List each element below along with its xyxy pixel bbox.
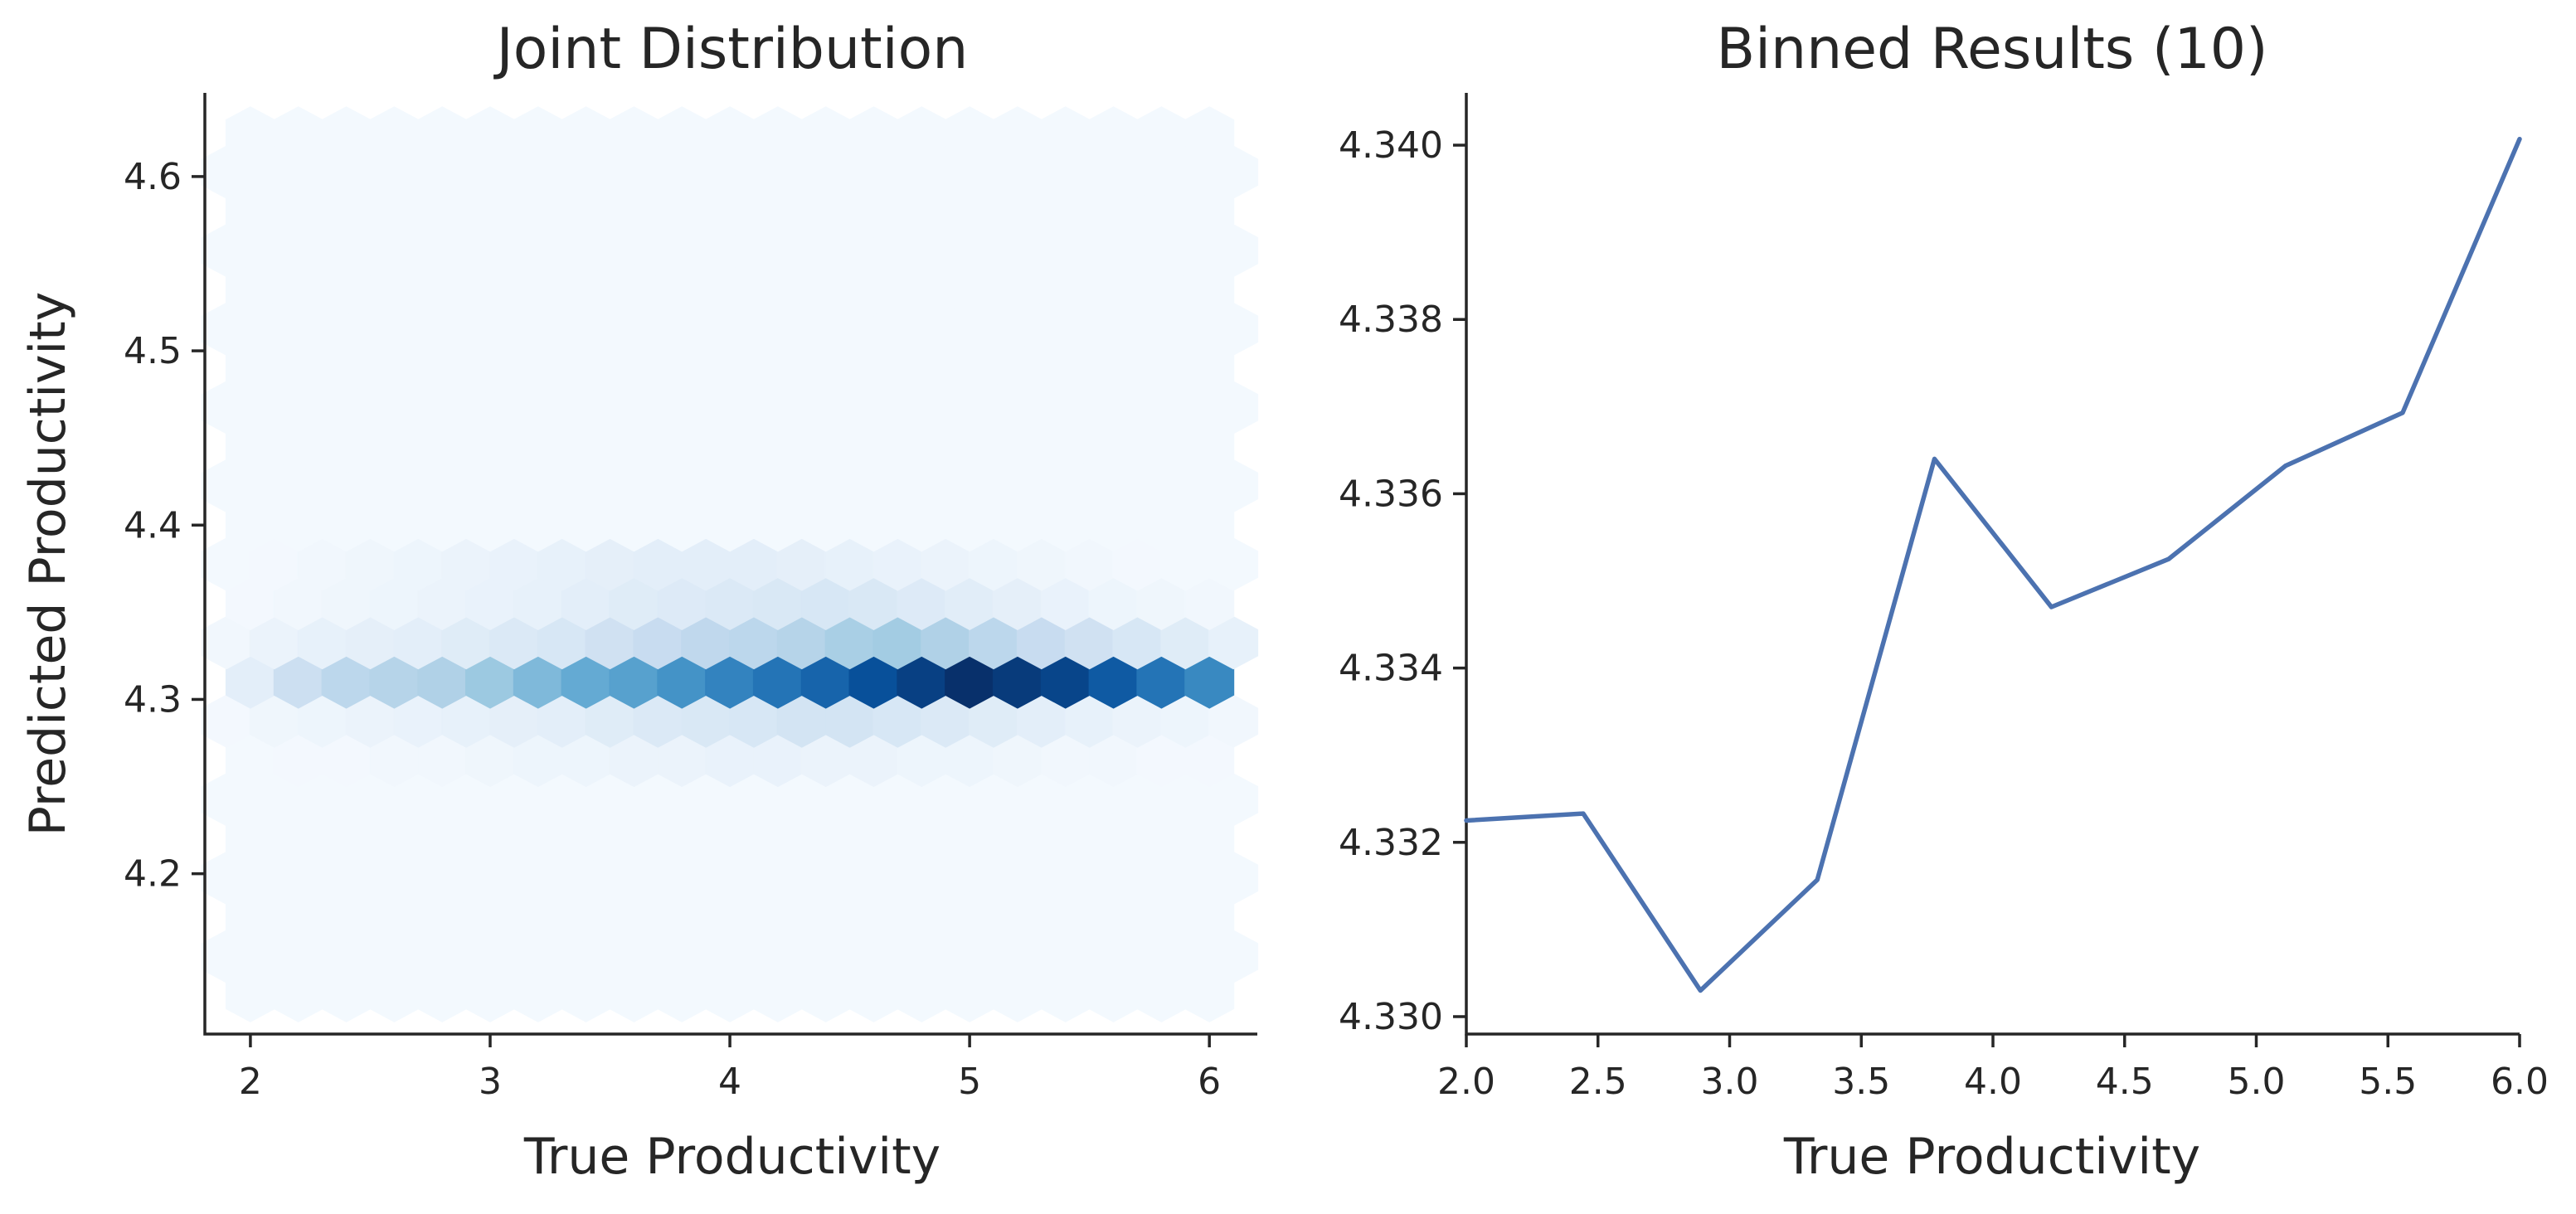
binned-results-panel: Binned Results (10) 2.0 2.5 3.0 3.5 4.0 4.5 5.… [1339, 17, 2549, 1186]
right-x-ticks: 2.0 2.5 3.0 3.5 4.0 4.5 5.0 5.5 6.0 [1437, 1034, 2549, 1103]
left-x-ticks: 2 3 4 5 6 [239, 1034, 1221, 1103]
left-y-tick-label: 4.3 [124, 678, 182, 721]
left-x-tick-label: 4 [718, 1061, 741, 1103]
left-x-axis-label: True Productivity [523, 1128, 940, 1186]
right-x-tick-label: 3.5 [1832, 1061, 1890, 1103]
right-x-tick-label: 3.0 [1701, 1061, 1759, 1103]
right-x-tick-label: 6.0 [2491, 1061, 2549, 1103]
binned-line-series [1466, 139, 2520, 991]
right-x-tick-label: 5.0 [2228, 1061, 2286, 1103]
right-x-tick-label: 4.0 [1964, 1061, 2022, 1103]
left-y-ticks: 4.2 4.3 4.4 4.5 4.6 [124, 156, 205, 896]
left-x-tick-label: 3 [479, 1061, 502, 1103]
left-y-tick-label: 4.4 [124, 504, 182, 546]
right-y-tick-label: 4.336 [1339, 473, 1443, 515]
joint-distribution-panel: Joint Distribution 2 3 4 5 6 4.2 4.3 4.4 4.5 4.6… [19, 17, 1258, 1186]
left-y-tick-label: 4.2 [124, 853, 182, 896]
right-axis-spines [1466, 93, 2520, 1034]
left-y-tick-label: 4.6 [124, 156, 182, 198]
binned-results-line [1466, 139, 2520, 991]
right-x-tick-label: 4.5 [2096, 1061, 2154, 1103]
left-x-tick-label: 2 [239, 1061, 262, 1103]
right-y-ticks: 4.330 4.332 4.334 4.336 4.338 4.340 [1339, 124, 1466, 1038]
right-y-tick-label: 4.338 [1339, 299, 1443, 341]
left-y-axis-label: Predicted Productivity [19, 292, 77, 836]
right-x-tick-label: 2.5 [1569, 1061, 1627, 1103]
right-y-tick-label: 4.340 [1339, 124, 1443, 167]
right-y-tick-label: 4.332 [1339, 822, 1443, 864]
left-x-tick-label: 5 [958, 1061, 981, 1103]
hexbin-cells [202, 107, 1258, 1022]
right-y-tick-label: 4.330 [1339, 996, 1443, 1038]
left-x-tick-label: 6 [1198, 1061, 1221, 1103]
binned-results-title: Binned Results (10) [1716, 17, 2267, 82]
right-y-tick-label: 4.334 [1339, 648, 1443, 690]
right-x-tick-label: 2.0 [1437, 1061, 1495, 1103]
right-x-axis-label: True Productivity [1783, 1128, 2200, 1186]
left-y-tick-label: 4.5 [124, 330, 182, 372]
right-x-tick-label: 5.5 [2359, 1061, 2417, 1103]
joint-distribution-title: Joint Distribution [493, 17, 969, 82]
